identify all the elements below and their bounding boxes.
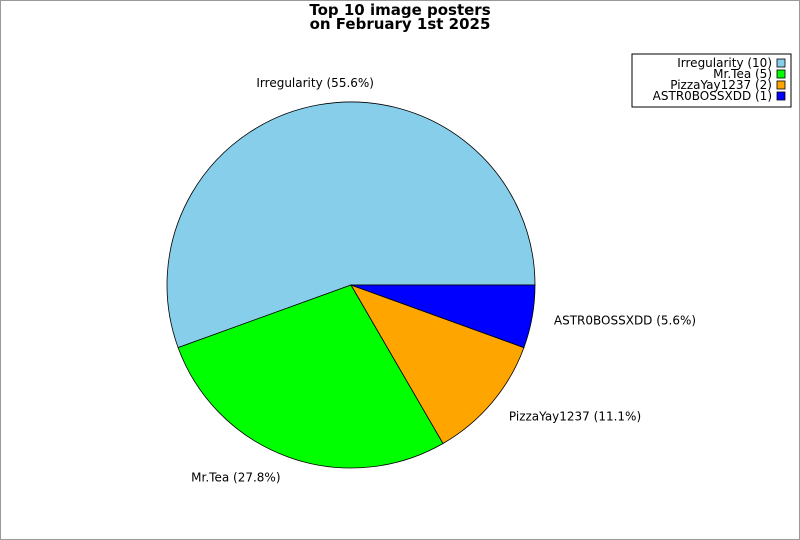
legend-swatch-3 — [776, 91, 786, 101]
legend-swatch-0 — [776, 58, 786, 68]
legend: Irregularity (10)Mr.Tea (5)PizzaYay1237 … — [631, 53, 792, 108]
pie-slice-3 — [350, 284, 536, 349]
pie-slices — [166, 101, 536, 469]
legend-swatch-2 — [776, 80, 786, 90]
chart-title-line1: Top 10 image posters — [309, 1, 491, 19]
slice-label-2: PizzaYay1237 (11.1%) — [509, 410, 641, 424]
legend-label-3: ASTR0BOSSXDD (1) — [653, 89, 772, 103]
legend-label-2: PizzaYay1237 (2) — [670, 78, 772, 92]
legend-box — [631, 53, 792, 108]
legend-label-1: Mr.Tea (5) — [713, 67, 772, 81]
legend-label-0: Irregularity (10) — [677, 56, 772, 70]
pie-slice-1 — [177, 284, 444, 469]
slice-label-0: Irregularity (55.6%) — [256, 76, 374, 90]
chart-title-line2: on February 1st 2025 — [309, 15, 491, 33]
slice-label-1: Mr.Tea (27.8%) — [191, 471, 280, 485]
pie-labels: Irregularity (55.6%) Mr.Tea (27.8%) PizzaY… — [191, 76, 696, 484]
pie-slice-2 — [350, 284, 525, 445]
pie-slice-0 — [166, 101, 536, 349]
legend-swatch-1 — [776, 69, 786, 79]
slice-label-3: ASTR0BOSSXDD (5.6%) — [554, 314, 696, 328]
